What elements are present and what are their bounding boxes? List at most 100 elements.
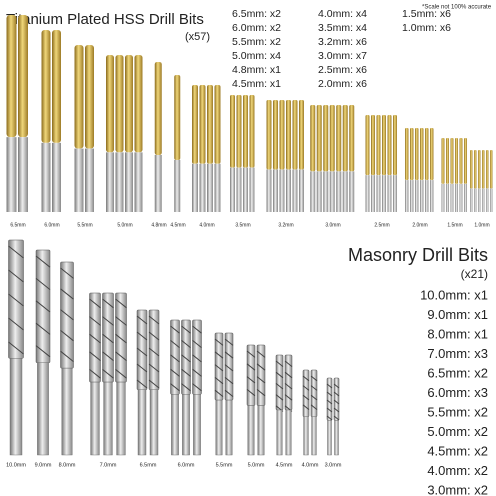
shank — [266, 169, 272, 212]
gold-flute — [474, 150, 477, 189]
spiral — [326, 399, 333, 405]
spiral — [214, 377, 224, 385]
spiral — [326, 415, 333, 421]
shank — [342, 171, 348, 212]
bit-label: 6.5mm — [10, 222, 25, 228]
shank — [174, 159, 181, 212]
bit-label: 2.0mm — [412, 222, 427, 228]
gold-flute — [292, 100, 298, 170]
spiral — [310, 385, 318, 391]
spiral — [224, 377, 234, 385]
size-count: 2.0mm: x6 — [318, 78, 367, 90]
gold-flute — [41, 30, 51, 143]
shank — [303, 416, 309, 456]
shank — [41, 142, 51, 212]
spiral — [326, 383, 333, 389]
gold-flute — [470, 150, 473, 189]
gold-flute — [420, 128, 424, 181]
spiral — [170, 368, 180, 377]
spiral — [246, 389, 256, 397]
gold-flute — [376, 115, 381, 176]
gold-flute — [478, 150, 481, 189]
spiral — [214, 389, 224, 397]
shank — [249, 167, 255, 212]
bit-label: 6.0mm — [44, 222, 59, 228]
gold-flute — [106, 55, 114, 153]
shank — [134, 152, 143, 212]
size-count: 5.0mm: x4 — [232, 50, 281, 62]
shank — [90, 381, 100, 456]
gold-flute — [230, 95, 235, 168]
bit-label: 3.0mm — [325, 462, 342, 468]
spiral — [192, 340, 202, 348]
spiral — [224, 364, 234, 372]
bit-label: 5.5mm — [216, 462, 233, 468]
gold-flute — [286, 100, 291, 170]
shank — [420, 180, 424, 212]
spiral — [192, 325, 202, 334]
spiral — [60, 309, 74, 321]
shank — [405, 180, 409, 212]
shank — [236, 167, 242, 212]
masonry-flute — [8, 239, 24, 359]
spiral — [89, 351, 101, 361]
spiral — [256, 389, 266, 397]
spiral — [102, 369, 114, 379]
spiral — [35, 300, 51, 313]
spiral — [8, 341, 24, 355]
shank — [323, 171, 329, 212]
bit-label: 4.0mm — [199, 222, 214, 228]
size-count: 5.5mm: x2 — [232, 36, 281, 48]
spiral — [275, 383, 284, 390]
size-count: 5.0mm: x2 — [427, 424, 488, 439]
gold-flute — [482, 150, 485, 189]
bit-label: 3.0mm — [325, 222, 340, 228]
spiral — [333, 399, 340, 405]
spiral — [333, 407, 340, 413]
size-count: 2.5mm: x6 — [318, 64, 367, 76]
spiral — [8, 245, 24, 259]
gold-flute — [249, 95, 255, 168]
spiral — [256, 376, 266, 384]
shank — [446, 183, 449, 212]
spiral — [170, 354, 180, 363]
shank — [376, 175, 381, 212]
bit-label: 1.0mm — [474, 222, 489, 228]
bit-label: 3.5mm — [235, 222, 250, 228]
shank — [292, 169, 298, 212]
shank — [137, 389, 147, 456]
bit-label: 6.0mm — [178, 462, 195, 468]
titanium-count: (x57) — [185, 31, 210, 43]
shank — [334, 420, 339, 456]
shank — [327, 420, 332, 456]
spiral — [148, 363, 160, 373]
spiral — [181, 368, 191, 377]
shank — [247, 405, 255, 456]
size-count: 8.0mm: x1 — [427, 326, 488, 341]
spiral — [333, 383, 340, 389]
shank — [103, 381, 113, 456]
gold-flute — [441, 138, 445, 184]
shank — [279, 169, 285, 212]
size-count: 7.0mm: x3 — [427, 346, 488, 361]
bit-label: 5.0mm — [117, 222, 132, 228]
spiral — [284, 394, 293, 401]
masonry-flute — [170, 319, 180, 395]
gold-flute — [207, 85, 213, 164]
gold-flute — [174, 75, 181, 160]
gold-flute — [279, 100, 285, 170]
spiral — [256, 363, 266, 371]
spiral — [136, 315, 148, 325]
size-count: 3.0mm: x2 — [427, 482, 488, 496]
spiral — [284, 383, 293, 390]
spiral — [246, 376, 256, 384]
shank — [450, 183, 454, 212]
gold-flute — [52, 30, 61, 143]
shank — [207, 163, 213, 212]
shank — [299, 169, 304, 212]
spiral — [302, 375, 310, 382]
spiral — [136, 363, 148, 373]
shank — [441, 183, 445, 212]
size-count: 4.0mm: x4 — [318, 8, 367, 20]
spiral — [115, 333, 127, 344]
